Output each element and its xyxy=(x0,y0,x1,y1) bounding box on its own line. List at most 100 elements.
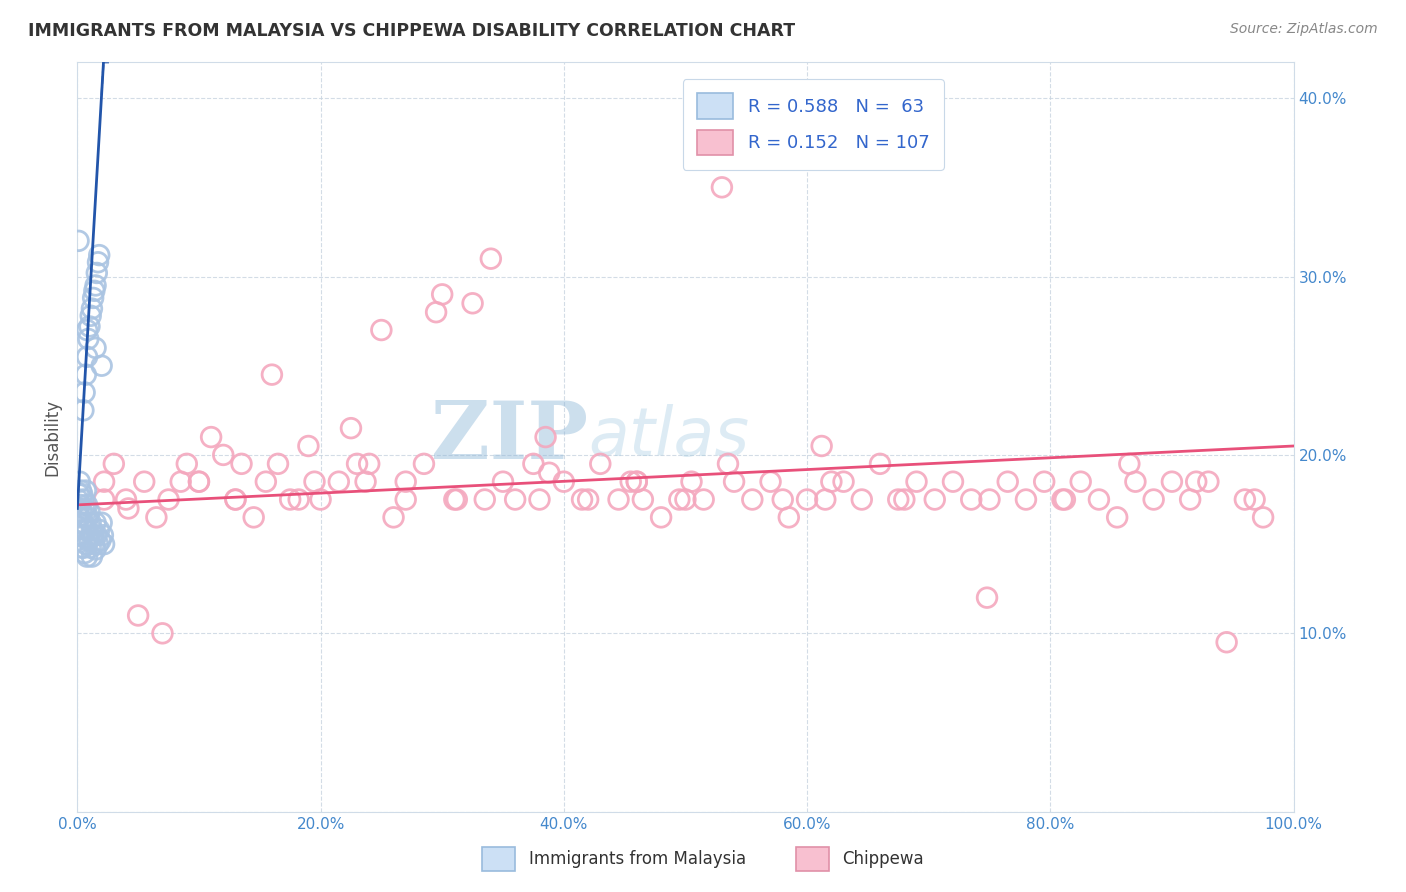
Point xyxy=(905,475,928,489)
Point xyxy=(631,492,654,507)
Point xyxy=(1053,492,1076,507)
Point xyxy=(820,475,842,489)
Point xyxy=(82,291,104,305)
Point xyxy=(76,350,98,364)
Point xyxy=(576,492,599,507)
Point xyxy=(425,305,447,319)
Point xyxy=(89,248,111,262)
Point xyxy=(681,475,703,489)
Point xyxy=(103,457,125,471)
Point xyxy=(278,492,301,507)
Point xyxy=(70,516,93,530)
Text: Source: ZipAtlas.com: Source: ZipAtlas.com xyxy=(1230,22,1378,37)
Point xyxy=(522,457,544,471)
Legend: R = 0.588   N =  63, R = 0.152   N = 107: R = 0.588 N = 63, R = 0.152 N = 107 xyxy=(683,79,943,169)
Point xyxy=(231,457,253,471)
Point xyxy=(479,252,502,266)
Point xyxy=(359,457,381,471)
Point xyxy=(93,537,115,551)
Point xyxy=(75,510,97,524)
Point xyxy=(69,475,91,489)
Point xyxy=(692,492,714,507)
Point xyxy=(370,323,392,337)
Text: IMMIGRANTS FROM MALAYSIA VS CHIPPEWA DISABILITY CORRELATION CHART: IMMIGRANTS FROM MALAYSIA VS CHIPPEWA DIS… xyxy=(28,22,796,40)
Point xyxy=(538,466,561,480)
Point xyxy=(1243,492,1265,507)
Point xyxy=(188,475,211,489)
Point xyxy=(395,492,418,507)
Point xyxy=(254,475,277,489)
Point xyxy=(86,528,108,542)
Point xyxy=(571,492,593,507)
Point xyxy=(70,483,93,498)
Point xyxy=(814,492,837,507)
Point xyxy=(1015,492,1038,507)
Point xyxy=(1215,635,1237,649)
Point xyxy=(1251,510,1274,524)
Point xyxy=(728,118,751,132)
Point xyxy=(80,309,103,323)
Point xyxy=(979,492,1001,507)
Point xyxy=(93,475,115,489)
Point xyxy=(75,537,97,551)
Point xyxy=(134,475,156,489)
Point xyxy=(620,475,643,489)
Point xyxy=(960,492,983,507)
Point xyxy=(75,368,97,382)
Point xyxy=(589,457,612,471)
Point xyxy=(224,492,246,507)
Point xyxy=(80,301,103,316)
Point xyxy=(82,528,104,542)
Point xyxy=(76,549,98,564)
Point xyxy=(395,475,418,489)
Point xyxy=(73,523,96,537)
Point xyxy=(76,323,98,337)
Point xyxy=(626,475,648,489)
Point xyxy=(242,510,264,524)
Point xyxy=(1233,492,1256,507)
Point xyxy=(87,255,110,269)
Point xyxy=(117,501,139,516)
Point xyxy=(76,498,98,512)
Point xyxy=(79,505,101,519)
Point xyxy=(84,542,107,557)
Point xyxy=(86,266,108,280)
Point xyxy=(851,492,873,507)
Point xyxy=(93,492,115,507)
Point xyxy=(70,505,93,519)
Point xyxy=(73,385,96,400)
Point xyxy=(1125,475,1147,489)
Point xyxy=(83,537,105,551)
Point xyxy=(66,492,89,507)
Point xyxy=(80,523,103,537)
Point xyxy=(80,541,103,555)
Point xyxy=(89,523,111,537)
Point xyxy=(90,359,112,373)
Point xyxy=(675,492,697,507)
Point xyxy=(1197,475,1219,489)
Point xyxy=(1161,475,1184,489)
Point xyxy=(84,341,107,355)
Point xyxy=(1185,475,1208,489)
Point xyxy=(89,533,111,548)
Point xyxy=(69,498,91,512)
Point xyxy=(340,421,363,435)
Point xyxy=(413,457,436,471)
Point xyxy=(72,516,94,530)
Point xyxy=(79,319,101,334)
Point xyxy=(80,549,103,564)
Point xyxy=(145,510,167,524)
Point xyxy=(1033,475,1056,489)
Point xyxy=(80,516,103,530)
Point xyxy=(430,287,453,301)
Point xyxy=(668,492,690,507)
Point xyxy=(79,532,101,546)
Point xyxy=(157,492,180,507)
Point xyxy=(887,492,910,507)
Point xyxy=(503,492,526,507)
Point xyxy=(77,533,100,548)
Point xyxy=(75,483,97,498)
Point xyxy=(328,475,350,489)
Point xyxy=(650,510,672,524)
Point xyxy=(529,492,551,507)
